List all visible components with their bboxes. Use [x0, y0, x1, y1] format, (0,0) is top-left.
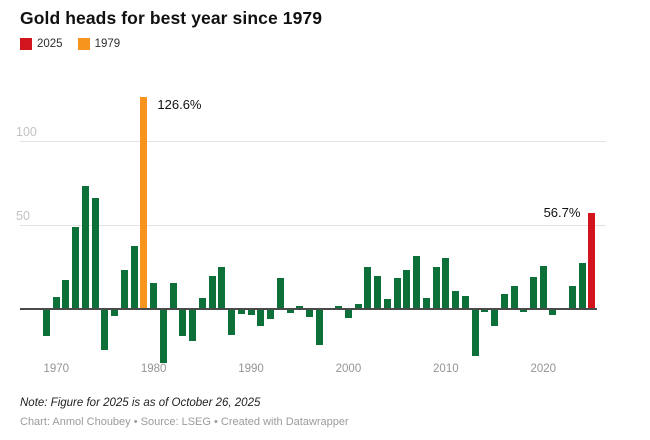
x-axis-label-2010: 2010	[433, 363, 459, 375]
bar-1970	[52, 296, 60, 308]
bar-2007	[413, 256, 421, 308]
bar-2006	[403, 269, 411, 308]
bar-2024	[578, 262, 586, 308]
bar-1999	[335, 306, 343, 308]
legend-swatch-2025	[20, 38, 32, 50]
bar-2016	[500, 293, 508, 308]
bar-2010	[442, 258, 450, 308]
legend-item-2025: 2025	[20, 38, 63, 50]
bar-2023	[568, 286, 576, 308]
x-axis-label-2000: 2000	[335, 363, 362, 375]
x-axis-label-1980: 1980	[140, 363, 167, 375]
bar-2000	[344, 309, 352, 319]
bar-1983	[179, 309, 187, 337]
bar-1977	[120, 270, 128, 308]
gridline-100	[20, 141, 606, 142]
legend-item-1979: 1979	[77, 38, 121, 50]
bar-1986	[208, 276, 216, 308]
legend-swatch-1979	[77, 38, 90, 50]
bar-2008	[422, 298, 430, 308]
bar-2020	[539, 266, 547, 308]
bar-1969	[43, 309, 50, 336]
bar-1990	[247, 309, 255, 316]
bar-2003	[374, 275, 382, 308]
bar-1979	[140, 96, 148, 308]
bar-1984	[189, 309, 197, 342]
bar-2002	[364, 266, 372, 308]
legend: 2025 1979	[20, 38, 120, 50]
bar-1994	[286, 309, 294, 313]
bar-2012	[461, 296, 469, 308]
bar-1973	[81, 186, 89, 308]
bar-1988	[228, 309, 236, 335]
bar-1981	[159, 309, 167, 364]
bar-1991	[257, 309, 265, 326]
bar-2004	[383, 298, 391, 308]
bar-2011	[452, 290, 460, 308]
bar-1971	[62, 280, 70, 308]
y-axis-label-50: 50	[16, 208, 30, 223]
bar-1982	[169, 283, 177, 308]
bar-1993	[276, 278, 284, 308]
bar-2001	[354, 303, 362, 308]
bar-1995	[296, 306, 304, 308]
chart-note: Note: Figure for 2025 is as of October 2…	[20, 397, 261, 409]
x-axis-label-1970: 1970	[43, 363, 70, 375]
y-axis-label-100: 100	[16, 125, 37, 139]
bar-2015	[491, 309, 499, 327]
bar-2017	[510, 286, 518, 308]
bar-1997	[315, 309, 323, 345]
bar-2013	[471, 309, 479, 356]
bar-2019	[530, 277, 537, 308]
legend-label-2025: 2025	[37, 38, 63, 50]
bar-1978	[130, 246, 138, 308]
chart-credit: Chart: Anmol Choubey • Source: LSEG • Cr…	[20, 416, 349, 428]
bar-2025	[588, 213, 596, 308]
bar-1989	[237, 309, 245, 314]
bar-2005	[393, 277, 401, 308]
bar-1992	[267, 309, 275, 319]
x-axis-label-2020: 2020	[530, 363, 557, 375]
x-axis-baseline	[20, 308, 597, 310]
x-axis-label-1990: 1990	[238, 363, 264, 375]
bar-1974	[91, 197, 99, 308]
annotation-1979: 126.6%	[155, 96, 204, 112]
bar-1976	[111, 309, 119, 316]
bar-1975	[101, 309, 109, 351]
bar-2021	[549, 309, 557, 315]
bar-1972	[72, 227, 80, 308]
bar-1980	[150, 282, 158, 308]
page-title: Gold heads for best year since 1979	[20, 8, 323, 28]
bar-1996	[305, 309, 313, 317]
bar-2018	[520, 309, 528, 312]
bar-2009	[432, 266, 440, 308]
bar-1985	[198, 298, 206, 308]
gridline-50	[20, 224, 606, 226]
bar-2014	[481, 309, 489, 312]
bar-1987	[218, 267, 226, 308]
legend-label-1979: 1979	[94, 38, 121, 50]
annotation-2025: 56.7%	[541, 205, 583, 221]
bar-1998	[325, 309, 333, 311]
